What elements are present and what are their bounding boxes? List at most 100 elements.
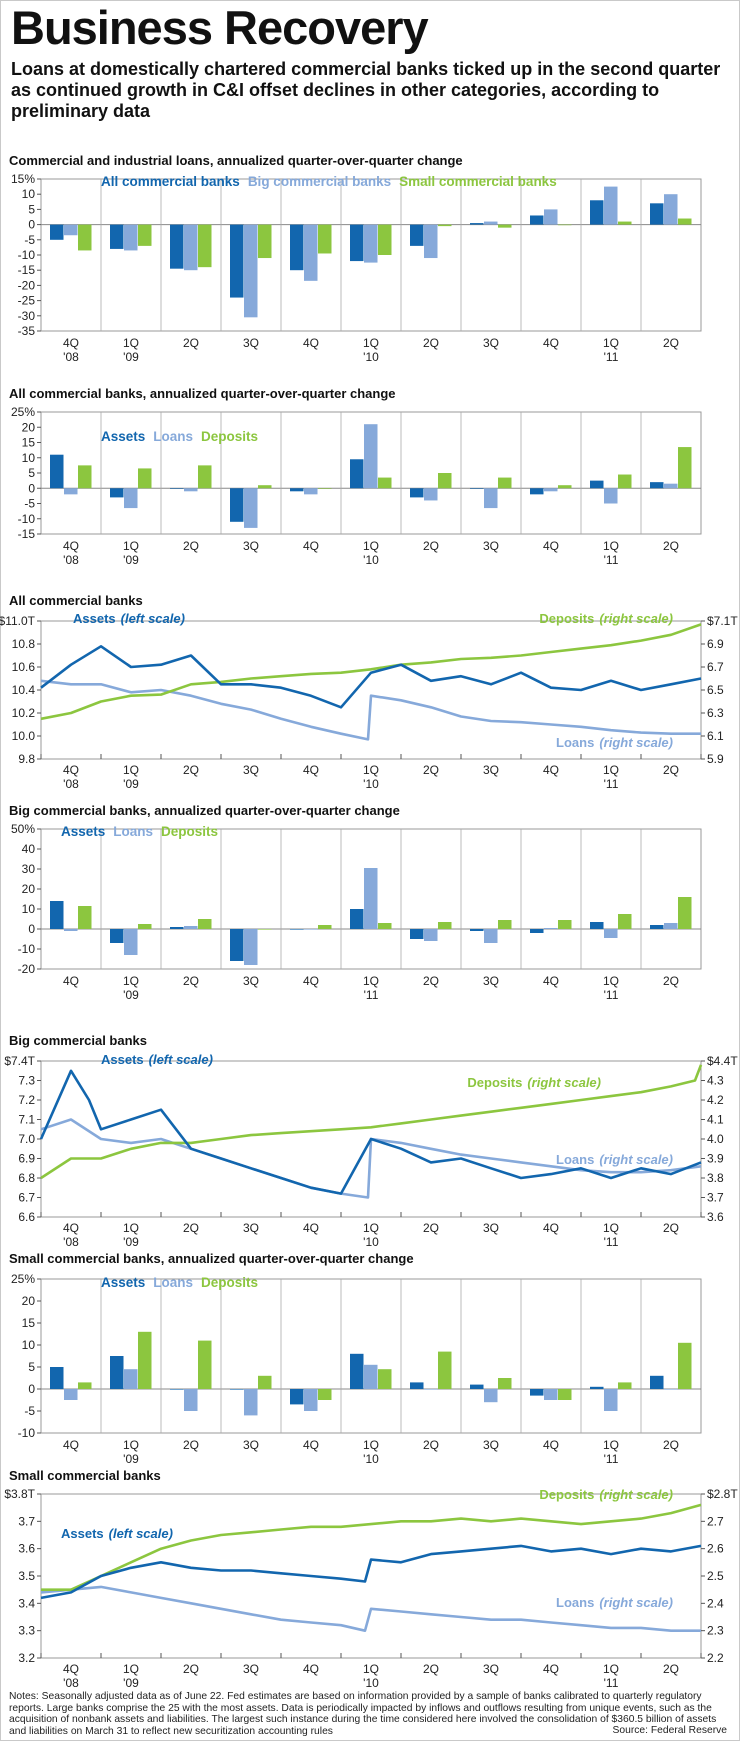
plot-frame	[40, 828, 702, 970]
bar-loans	[64, 1389, 78, 1400]
left-tick-label: 7.0	[18, 1132, 35, 1146]
left-tick-label: 3.6	[18, 1542, 35, 1556]
bar-loans	[604, 488, 618, 504]
notes: Notes: Seasonally adjusted data as of Ju…	[9, 1691, 717, 1737]
bar-deposits	[78, 906, 92, 929]
bar-deposits	[438, 1351, 452, 1389]
y-tick-label: -20	[18, 278, 36, 292]
chart-5-title: Big commercial banks	[9, 1033, 147, 1048]
x-tick-year-label: '08	[63, 553, 79, 567]
line-deposits	[40, 1064, 703, 1180]
left-tick-label: 7.3	[18, 1074, 35, 1088]
chart-2-title: All commercial banks, annualized quarter…	[9, 386, 396, 401]
legend-item: Big commercial banks	[248, 174, 391, 189]
chart-1-title: Commercial and industrial loans, annuali…	[9, 153, 463, 168]
legend-scale: (right scale)	[527, 1075, 601, 1090]
bar-assets	[110, 1356, 124, 1389]
y-tick-label: 5	[28, 1360, 35, 1374]
legend-item: Small commercial banks	[399, 174, 557, 189]
x-tick-year-label: '10	[363, 553, 379, 567]
bar-deposits	[258, 929, 272, 930]
chart-big-banks-levels: $7.4T 7.3 7.2 7.1 7.0 6.9 6.8 6.7 6.6 $4.4T 4.3 4.2…	[4, 1052, 738, 1249]
bar-big-commercial-banks	[484, 221, 498, 225]
bar-small-commercial-banks	[138, 224, 152, 246]
x-tick-label: 2Q	[423, 539, 439, 553]
x-tick-year-label: '09	[123, 1676, 139, 1690]
x-tick-label: 4Q	[63, 1438, 79, 1452]
bar-deposits	[138, 924, 152, 929]
x-tick-year-label: '10	[363, 350, 379, 364]
left-tick-label: 3.4	[18, 1596, 35, 1610]
x-tick-label: 2Q	[423, 1221, 439, 1235]
x-tick-year-label: '10	[363, 1676, 379, 1690]
right-tick-label: 5.9	[707, 752, 724, 766]
legend-item: Assets	[61, 824, 105, 839]
y-tick-label: 25%	[11, 405, 35, 419]
bar-loans	[544, 488, 558, 492]
bar-loans	[484, 488, 498, 509]
right-tick-label: 6.5	[707, 683, 724, 697]
bar-assets	[350, 459, 364, 489]
x-tick-label: 4Q	[543, 1221, 559, 1235]
x-tick-label: 1Q	[123, 1221, 139, 1235]
left-tick-label: $7.4T	[4, 1054, 35, 1068]
x-tick-label: 4Q	[303, 974, 319, 988]
x-tick-label: 4Q	[63, 336, 79, 350]
left-tick-label: 6.9	[18, 1152, 35, 1166]
left-tick-label: 10.0	[12, 729, 36, 743]
bar-deposits	[78, 465, 92, 489]
bar-loans	[304, 488, 318, 495]
bar-loans	[244, 929, 258, 965]
x-tick-label: 4Q	[543, 1662, 559, 1676]
x-tick-year-label: '08	[63, 1235, 79, 1249]
bar-deposits	[318, 1389, 332, 1400]
y-tick-label: 20	[22, 1294, 36, 1308]
x-tick-label: 2Q	[183, 539, 199, 553]
bar-loans	[124, 929, 138, 955]
bar-assets	[230, 929, 244, 961]
y-tick-label: -15	[18, 527, 36, 541]
x-tick-label: 1Q	[123, 336, 139, 350]
bar-loans	[184, 488, 198, 492]
legend-name: Loans	[556, 1595, 594, 1610]
right-tick-label: 2.3	[707, 1624, 724, 1638]
y-tick-label: 10	[22, 1338, 36, 1352]
bar-deposits	[618, 914, 632, 929]
bar-deposits	[558, 920, 572, 929]
x-tick-label: 3Q	[243, 763, 259, 777]
bar-big-commercial-banks	[184, 224, 198, 271]
x-tick-label: 2Q	[183, 1221, 199, 1235]
x-tick-year-label: '11	[604, 1452, 619, 1466]
bar-deposits	[438, 922, 452, 929]
bar-deposits	[558, 1389, 572, 1400]
x-tick-label: 4Q	[63, 763, 79, 777]
bar-assets	[350, 1353, 364, 1389]
x-tick-year-label: '09	[123, 777, 139, 791]
x-tick-label: 1Q	[123, 763, 139, 777]
bar-loans	[64, 929, 78, 931]
legend-scale: (right scale)	[599, 735, 673, 750]
x-tick-year-label: '09	[123, 988, 139, 1002]
bar-small-commercial-banks	[558, 224, 572, 226]
x-tick-label: 1Q	[363, 974, 379, 988]
x-tick-label: 2Q	[423, 1438, 439, 1452]
bar-assets	[110, 929, 124, 943]
bar-deposits	[438, 473, 452, 489]
x-tick-label: 1Q	[123, 974, 139, 988]
bar-all-commercial-banks	[470, 223, 484, 225]
y-tick-label: -5	[24, 233, 35, 247]
page-title: Business Recovery	[11, 1, 429, 54]
bar-loans	[364, 424, 378, 489]
bar-deposits	[618, 1382, 632, 1389]
x-tick-label: 2Q	[183, 336, 199, 350]
y-tick-label: -5	[24, 497, 35, 511]
x-tick-label: 2Q	[663, 974, 679, 988]
x-tick-year-label: '11	[364, 988, 379, 1002]
legend-name: Loans	[556, 735, 594, 750]
line-loans	[40, 679, 701, 741]
bar-assets	[530, 929, 544, 933]
x-tick-label: 4Q	[303, 763, 319, 777]
x-tick-label: 1Q	[603, 974, 619, 988]
x-tick-label: 1Q	[363, 1662, 379, 1676]
